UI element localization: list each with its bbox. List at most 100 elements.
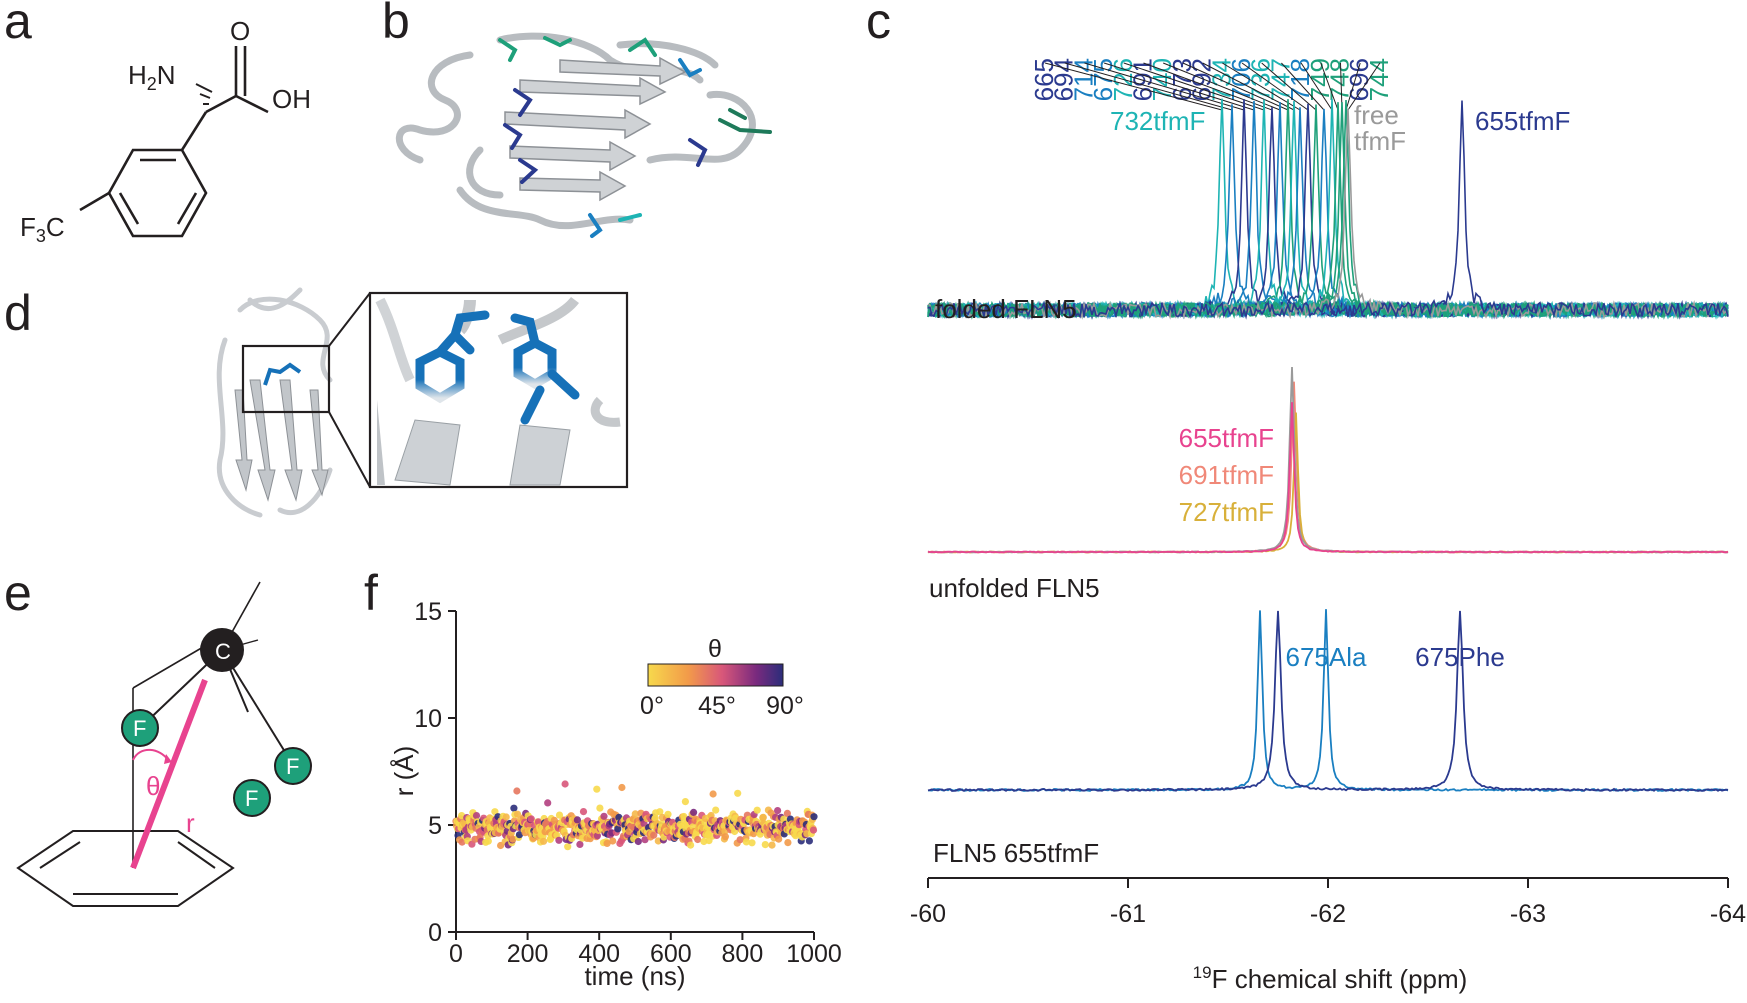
y-tick-label: 5 xyxy=(428,812,442,840)
spectrum-trace xyxy=(927,366,1729,554)
scatter-point xyxy=(600,812,608,820)
peak-label-727-unfolded: 727tfmF xyxy=(1179,497,1274,527)
scatter-point xyxy=(784,839,792,847)
spectrum-trace xyxy=(927,412,1729,554)
scatter-point xyxy=(544,799,552,807)
x-axis-ticks: 0 200 400 600 800 1000 xyxy=(449,932,842,968)
scatter-point xyxy=(596,804,604,812)
scatter-point xyxy=(687,841,695,849)
benzene-ring-e xyxy=(16,830,235,907)
scatter-point xyxy=(510,804,518,812)
x-tick-label: 1000 xyxy=(786,940,842,968)
scatter-point xyxy=(579,808,588,816)
x-tick-label: -60 xyxy=(910,900,946,928)
scatter-point xyxy=(534,818,543,826)
peak-label-tfmf: tfmF xyxy=(1354,126,1406,156)
x-tick-label: 200 xyxy=(507,940,549,968)
scatter-point xyxy=(484,837,492,845)
nmr-spectra: 6656947146757266917406736927347067367477… xyxy=(910,58,1746,994)
scatter-point xyxy=(783,809,792,818)
panel-letter-b: b xyxy=(382,0,410,49)
leader-line xyxy=(1340,62,1343,111)
x-tick-label: -61 xyxy=(1110,900,1146,928)
x-tick-label: -64 xyxy=(1710,900,1746,928)
scatter-point xyxy=(768,841,776,849)
scatter-point xyxy=(748,839,756,847)
scatter-point xyxy=(664,810,672,818)
peak-label-675ala: 675Ala xyxy=(1286,642,1367,672)
scatter-point xyxy=(694,835,702,844)
fluorine-atom-2 xyxy=(274,747,312,785)
panel-letter-a: a xyxy=(4,0,32,49)
fluorine-label-1: F xyxy=(133,716,146,741)
spectrum-trace xyxy=(927,609,1729,793)
spectrum-trace xyxy=(927,381,1729,554)
spectra-xlabel: 19F chemical shift (ppm) xyxy=(1193,963,1468,994)
scatter-point xyxy=(690,808,698,817)
spectrum-trace xyxy=(927,402,1729,554)
scatter-point xyxy=(509,835,517,843)
colorbar-tick-45: 45° xyxy=(698,692,736,720)
fluorine-label-3: F xyxy=(245,786,258,811)
y-tick-label: 10 xyxy=(414,705,442,733)
scatter-point xyxy=(515,831,524,839)
molecule-structure xyxy=(79,46,269,238)
peak-label-675phe: 675Phe xyxy=(1415,642,1505,672)
scatter-point xyxy=(809,826,818,834)
scatter-point xyxy=(681,798,690,806)
scatter-point xyxy=(502,813,510,821)
scatter-ylabel: r (Å) xyxy=(389,746,419,797)
scatter-point xyxy=(650,831,658,839)
scatter-xlabel: time (ns) xyxy=(584,961,685,991)
r-label: r xyxy=(186,808,195,838)
scatter-point xyxy=(634,837,642,846)
geometry-diagram: C F F F θ r xyxy=(16,581,312,907)
scatter-point xyxy=(555,836,563,844)
residue-label: 748 xyxy=(1325,58,1355,101)
y-axis-ticks: 0 5 10 15 xyxy=(414,598,456,947)
scatter-points xyxy=(452,780,818,851)
leader-line xyxy=(1320,62,1339,111)
fluorine-atom-3 xyxy=(233,779,271,817)
acid-hydroxyl-label: OH xyxy=(272,84,311,114)
leader-line xyxy=(1143,62,1273,111)
scatter-point xyxy=(709,790,717,798)
scatter-point xyxy=(761,841,769,849)
distance-vector xyxy=(130,678,208,870)
spectrum-trace xyxy=(927,100,1729,320)
scatter-point xyxy=(614,825,622,833)
theta-label: θ xyxy=(146,771,160,801)
protein-structure-d xyxy=(216,287,629,518)
leader-line xyxy=(1281,62,1325,111)
scatter-point xyxy=(561,780,569,788)
leader-line xyxy=(1123,62,1265,111)
y-tick-label: 15 xyxy=(414,598,442,626)
x-tick-label: 800 xyxy=(722,940,764,968)
colorbar-tick-0: 0° xyxy=(640,692,664,720)
protein-structure-b xyxy=(395,32,772,238)
acid-oxygen-label: O xyxy=(230,16,250,46)
scatter-point xyxy=(576,840,584,849)
amine-label: H2N xyxy=(128,60,176,94)
x-tick-label: -63 xyxy=(1510,900,1546,928)
colorbar-title: θ xyxy=(708,635,722,663)
scatter-point xyxy=(564,843,572,851)
leader-line xyxy=(1347,62,1381,111)
scatter-point xyxy=(641,836,649,844)
scatter-point xyxy=(527,815,535,823)
y-tick-label: 0 xyxy=(428,919,442,947)
cf3-label: F3C xyxy=(20,212,65,246)
spectrum-trace xyxy=(927,108,1729,320)
residue-leader-lines xyxy=(1044,62,1381,111)
x-tick-label: -62 xyxy=(1310,900,1346,928)
x-tick-label: 400 xyxy=(578,940,620,968)
carbon-label: C xyxy=(215,639,231,664)
scatter-point xyxy=(774,807,782,815)
scatter-point xyxy=(609,837,617,845)
scatter-point xyxy=(759,813,767,822)
panel-letter-e: e xyxy=(4,565,32,621)
scatter-point xyxy=(753,806,761,814)
leader-line xyxy=(1261,62,1317,111)
scatter-point xyxy=(631,810,639,818)
